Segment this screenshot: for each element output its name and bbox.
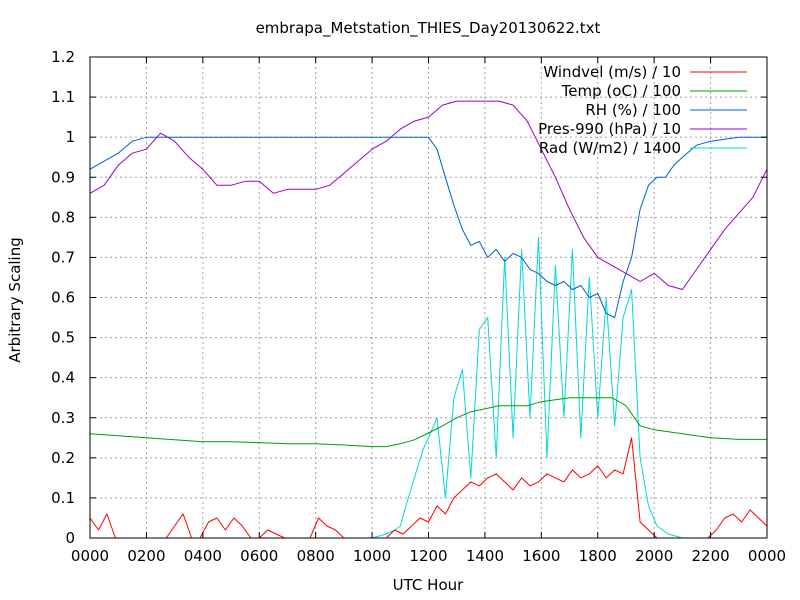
x-tick-labels: 0000 0200 0400 0600 0800 1000 1200 1400 1600 1800… bbox=[71, 547, 786, 565]
y-tick-label: 1.1 bbox=[51, 88, 75, 106]
legend-label: Pres-990 (hPa) / 10 bbox=[538, 120, 681, 138]
series-line-4 bbox=[90, 236, 767, 539]
chart-title: embrapa_Metstation_THIES_Day20130622.txt bbox=[256, 19, 601, 38]
x-tick-label: 1600 bbox=[522, 547, 560, 565]
y-tick-label: 0.8 bbox=[51, 208, 75, 226]
series-line-3 bbox=[89, 100, 768, 290]
x-tick-label: 2200 bbox=[691, 547, 729, 565]
y-tick-label: 0.1 bbox=[51, 489, 75, 507]
x-tick-label: 1000 bbox=[353, 547, 391, 565]
x-tick-label: 0800 bbox=[297, 547, 335, 565]
series-line-2 bbox=[89, 136, 767, 318]
y-axis-label: Arbitrary Scaling bbox=[6, 237, 24, 363]
y-tick-label: 0.3 bbox=[51, 409, 75, 427]
ticks bbox=[89, 56, 768, 539]
legend-label: Rad (W/m2) / 1400 bbox=[539, 139, 681, 157]
y-tick-label: 0.4 bbox=[51, 369, 75, 387]
x-tick-label: 0000 bbox=[71, 547, 109, 565]
x-tick-label: 1200 bbox=[409, 547, 447, 565]
y-tick-label: 1 bbox=[65, 128, 75, 146]
x-axis-label: UTC Hour bbox=[393, 576, 464, 594]
y-tick-labels: 0 0.1 0.2 0.3 0.4 0.5 0.6 0.7 0.8 0.9 1 1.1 1.2 bbox=[51, 48, 75, 547]
y-tick-label: 1.2 bbox=[51, 48, 75, 66]
x-tick-label: 1800 bbox=[579, 547, 617, 565]
y-tick-label: 0.6 bbox=[51, 289, 75, 307]
legend-label: Temp (oC) / 100 bbox=[561, 82, 681, 100]
legend-label: RH (%) / 100 bbox=[585, 101, 681, 119]
legend-label: Windvel (m/s) / 10 bbox=[543, 63, 681, 81]
y-tick-label: 0 bbox=[65, 529, 75, 547]
x-tick-label: 0600 bbox=[240, 547, 278, 565]
x-tick-label: 0400 bbox=[184, 547, 222, 565]
series-line-1 bbox=[89, 397, 767, 448]
x-tick-label: 0200 bbox=[127, 547, 165, 565]
y-tick-label: 0.9 bbox=[51, 168, 75, 186]
y-tick-label: 0.5 bbox=[51, 329, 75, 347]
y-tick-label: 0.7 bbox=[51, 248, 75, 266]
x-tick-label: 2000 bbox=[635, 547, 673, 565]
x-tick-label: 1400 bbox=[466, 547, 504, 565]
y-tick-label: 0.2 bbox=[51, 449, 75, 467]
x-tick-label: 0000 bbox=[748, 547, 786, 565]
